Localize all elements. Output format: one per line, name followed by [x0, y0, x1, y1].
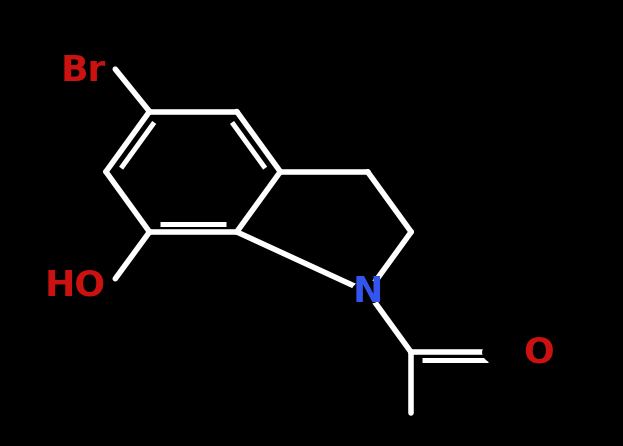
Text: HO: HO — [45, 268, 106, 302]
Circle shape — [483, 341, 514, 363]
Circle shape — [352, 281, 383, 303]
Text: Br: Br — [60, 54, 106, 88]
Text: N: N — [353, 275, 383, 309]
Text: O: O — [523, 335, 554, 369]
